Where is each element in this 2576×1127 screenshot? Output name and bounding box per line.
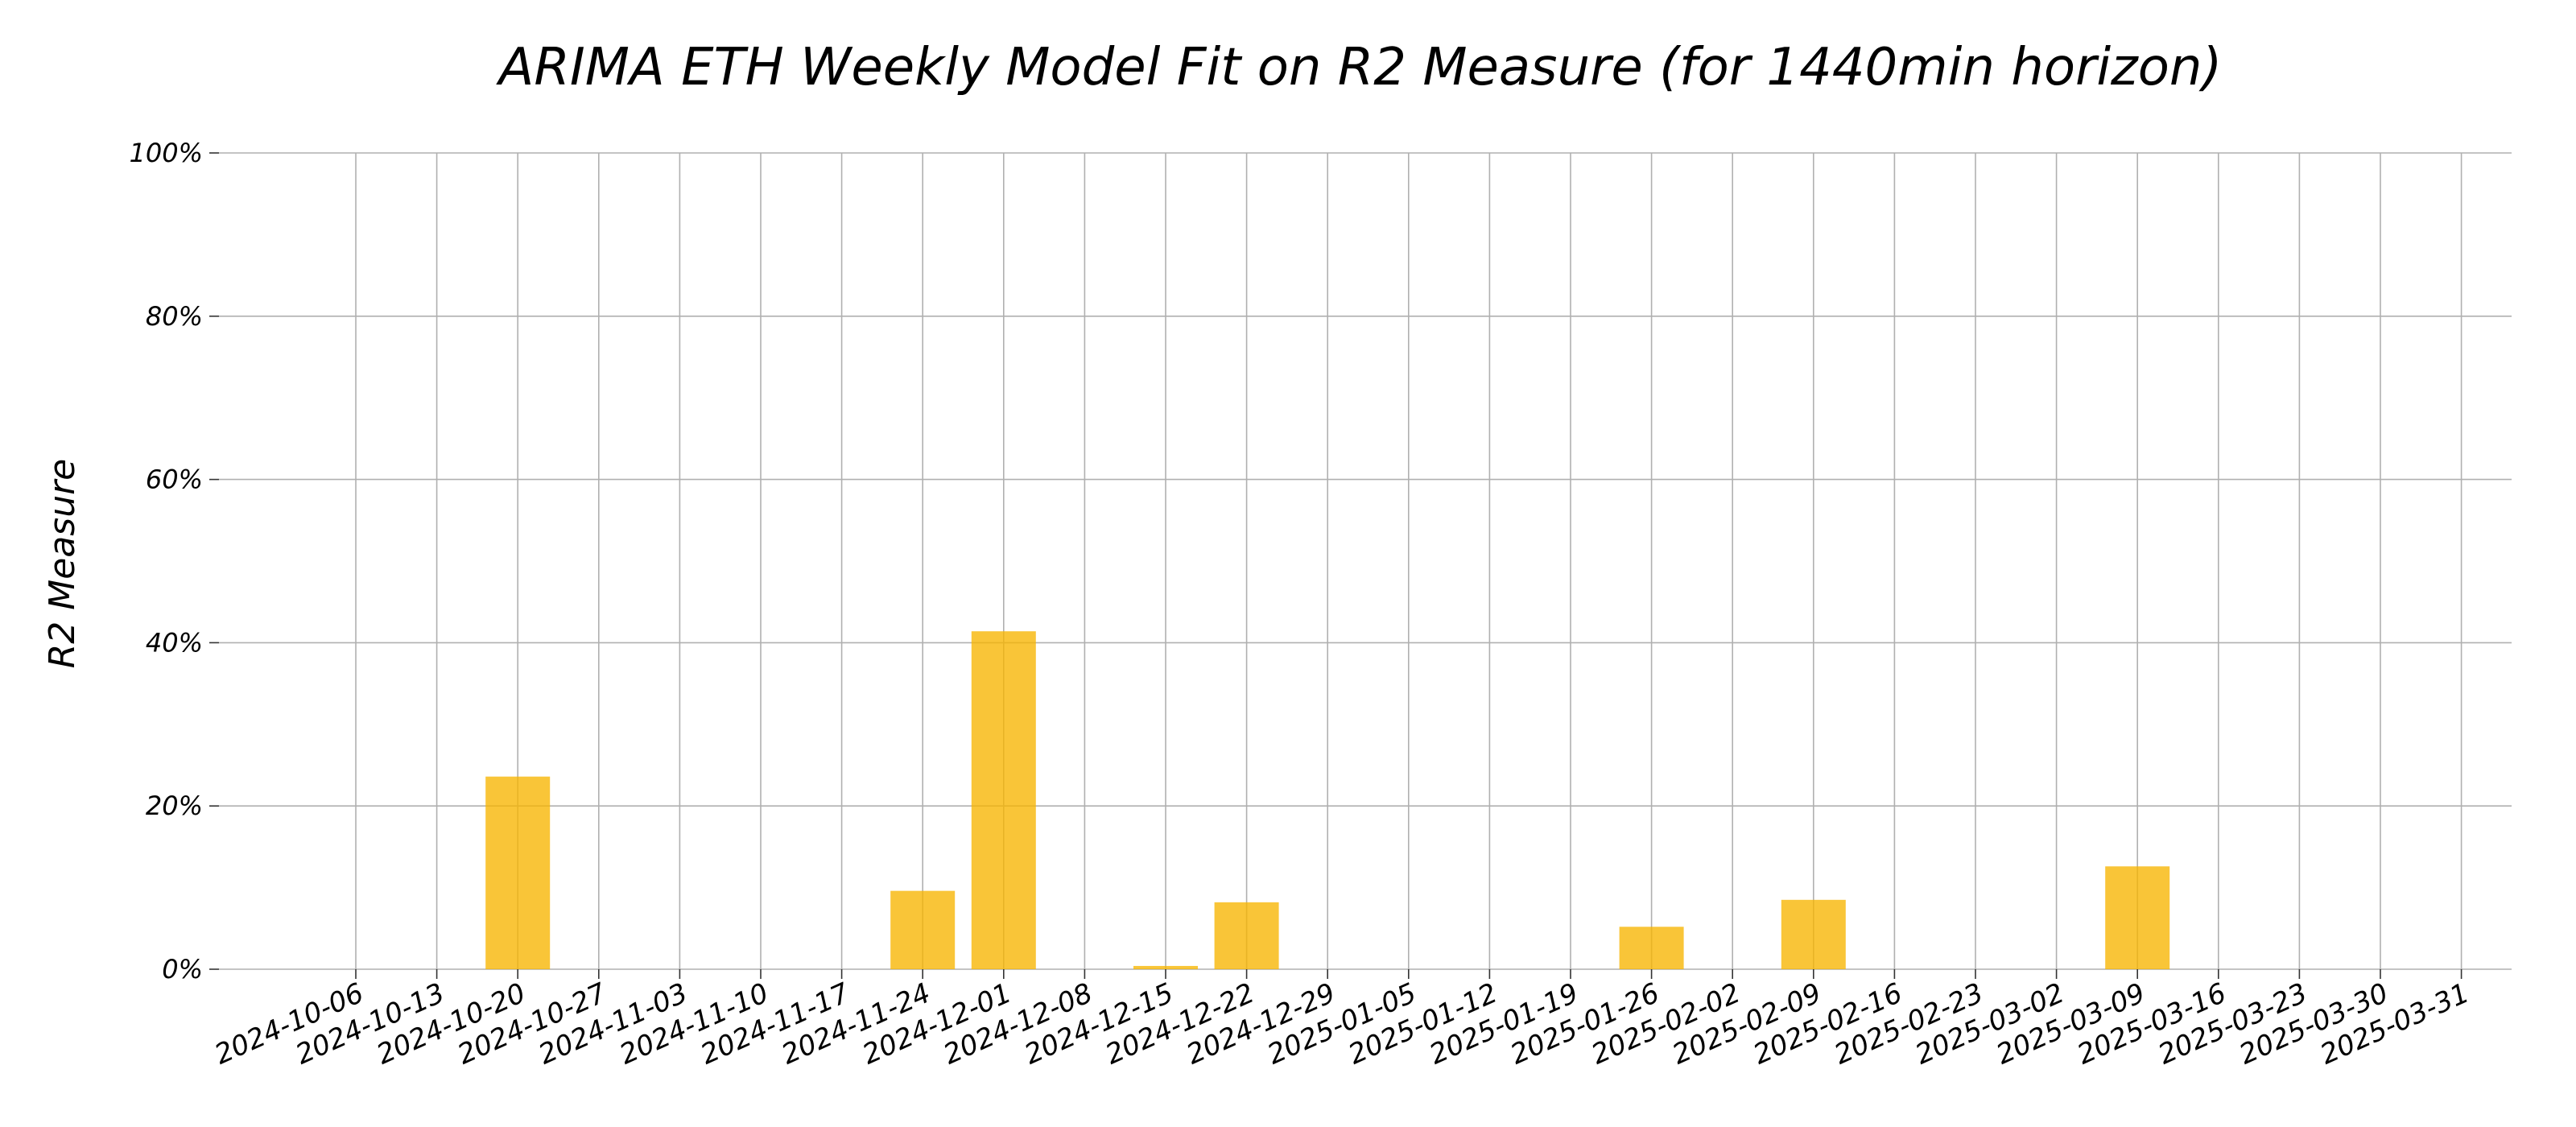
y-tick-label: 0% — [162, 954, 203, 985]
bar-2024-10-20 — [485, 776, 551, 969]
y-tick-label: 100% — [130, 138, 203, 168]
y-tick-label: 80% — [146, 301, 203, 332]
y-tick-layer: 0% 20% 40% 60% 80% 100% — [130, 138, 219, 985]
bar-2024-12-01 — [971, 631, 1036, 969]
bar-2024-12-22 — [1214, 902, 1279, 969]
chart-title: ARIMA ETH Weekly Model Fit on R2 Measure… — [496, 38, 2223, 97]
bar-layer — [485, 631, 2170, 969]
y-tick-label: 20% — [146, 791, 203, 821]
y-tick-label: 40% — [146, 627, 203, 658]
bar-2024-12-15 — [1133, 965, 1198, 969]
bar-2024-11-24 — [890, 890, 956, 969]
y-axis-label: R2 Measure — [42, 459, 83, 669]
bar-2025-02-09 — [1781, 899, 1846, 969]
x-tick-layer: 2024-10-062024-10-132024-10-202024-10-27… — [210, 969, 2474, 1071]
bar-2025-03-09 — [2105, 866, 2170, 969]
y-tick-label: 60% — [146, 464, 203, 495]
bar-2025-01-26 — [1619, 927, 1684, 969]
grid-layer — [219, 152, 2512, 970]
